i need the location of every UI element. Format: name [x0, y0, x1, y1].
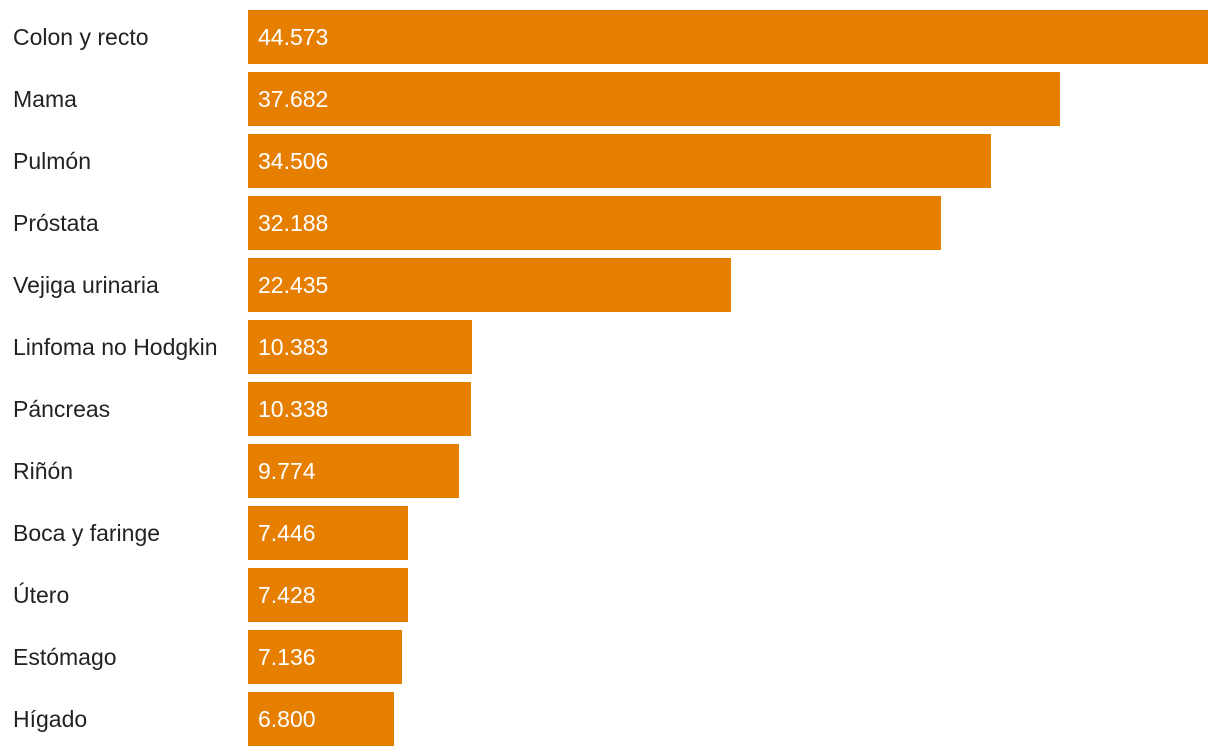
bar — [248, 134, 991, 188]
bar-row: Boca y faringe 7.446 — [0, 506, 1220, 560]
value-label: 44.573 — [258, 24, 329, 50]
value-label: 32.188 — [258, 210, 329, 236]
bar-row: Colon y recto 44.573 — [0, 10, 1220, 64]
bar-row: Hígado 6.800 — [0, 692, 1220, 746]
value-label: 6.800 — [258, 706, 316, 732]
bar — [248, 196, 941, 250]
value-label: 34.506 — [258, 148, 329, 174]
bar — [248, 692, 394, 746]
bar — [248, 630, 402, 684]
bar-row: Próstata 32.188 — [0, 196, 1220, 250]
bar — [248, 506, 408, 560]
bar-row: Vejiga urinaria 22.435 — [0, 258, 1220, 312]
category-label: Vejiga urinaria — [13, 272, 159, 298]
bar — [248, 444, 459, 498]
bar-row: Mama 37.682 — [0, 72, 1220, 126]
bar-row: Pulmón 34.506 — [0, 134, 1220, 188]
bar-row: Útero 7.428 — [0, 568, 1220, 622]
category-label: Próstata — [13, 210, 99, 236]
value-label: 7.446 — [258, 520, 316, 546]
category-label: Colon y recto — [13, 24, 149, 50]
category-label: Pulmón — [13, 148, 91, 174]
bar-row: Páncreas 10.338 — [0, 382, 1220, 436]
bar-row: Linfoma no Hodgkin 10.383 — [0, 320, 1220, 374]
bar — [248, 72, 1060, 126]
category-label: Mama — [13, 86, 77, 112]
category-label: Útero — [13, 582, 70, 608]
category-label: Boca y faringe — [13, 520, 161, 546]
value-label: 10.338 — [258, 396, 329, 422]
value-label: 7.428 — [258, 582, 316, 608]
value-label: 9.774 — [258, 458, 316, 484]
category-label: Páncreas — [13, 396, 111, 422]
category-label: Riñón — [13, 458, 74, 484]
bar-row: Riñón 9.774 — [0, 444, 1220, 498]
category-label: Hígado — [13, 706, 88, 732]
category-label: Linfoma no Hodgkin — [13, 334, 218, 360]
value-label: 22.435 — [258, 272, 329, 298]
category-label: Estómago — [13, 644, 117, 670]
value-label: 10.383 — [258, 334, 329, 360]
value-label: 7.136 — [258, 644, 316, 670]
bar — [248, 382, 471, 436]
value-label: 37.682 — [258, 86, 329, 112]
bar — [248, 320, 472, 374]
bar — [248, 568, 408, 622]
bar-row: Estómago 7.136 — [0, 630, 1220, 684]
bar — [248, 10, 1208, 64]
bar — [248, 258, 731, 312]
